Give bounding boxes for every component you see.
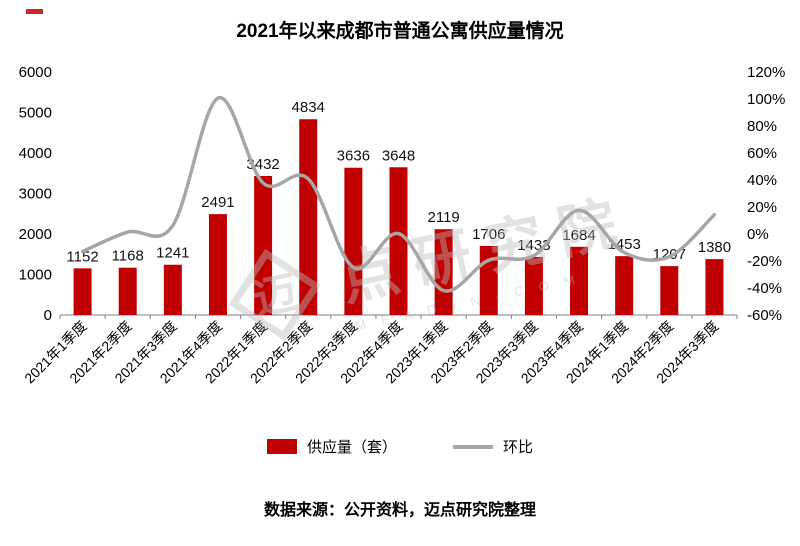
supply-bar [524, 256, 543, 315]
bar-value-label: 4834 [292, 99, 325, 116]
ring-ratio-line [80, 96, 717, 293]
bar-value-label: 2119 [428, 209, 460, 226]
left-axis-tick-label: 2000 [19, 226, 52, 243]
supply-bar [660, 266, 679, 315]
bar-value-label: 3648 [382, 147, 415, 164]
left-axis-tick-label: 3000 [19, 186, 52, 203]
right-axis-tick-label: 20% [747, 199, 777, 216]
supply-combo-chart: 0 1000 2000 3000 4000 5000 6000 -60% -40% -20% 0% 2… [19, 64, 786, 386]
legend-item-ring-ratio: 环比 [453, 436, 533, 457]
bar-value-label: 1706 [472, 226, 505, 243]
right-axis-tick-label: -40% [747, 280, 782, 297]
watermark-fragment-icon [26, 9, 43, 14]
supply-bar [299, 119, 318, 316]
supply-bar [163, 264, 182, 315]
legend-label-supply: 供应量（套） [306, 439, 397, 456]
right-axis-tick-label: 40% [747, 172, 777, 189]
watermark-diamond-icon [228, 248, 321, 341]
left-axis-tick-label: 5000 [19, 105, 52, 122]
left-axis-tick-label: 4000 [19, 145, 52, 162]
watermark-logo-char: 迈 [249, 268, 302, 325]
right-axis-tick-label: 120% [747, 64, 785, 81]
right-axis-tick-label: 60% [747, 145, 777, 162]
supply-bar [208, 214, 227, 315]
left-axis-tick-label: 1000 [19, 267, 52, 284]
bar-value-label: 1241 [156, 245, 189, 262]
bar-value-label: 1453 [607, 236, 640, 253]
right-axis-tick-label: 100% [747, 91, 785, 108]
supply-bar [344, 167, 363, 315]
bar-value-label: 2491 [201, 194, 234, 211]
bar-value-label: 1380 [698, 239, 731, 256]
supply-bar [73, 268, 92, 315]
supply-bar [570, 246, 589, 315]
supply-bar [118, 267, 137, 315]
legend-label-ring-ratio: 环比 [503, 439, 534, 456]
bar-value-label: 1152 [66, 248, 98, 265]
right-axis-tick-label: 80% [747, 118, 777, 135]
legend-item-supply: 供应量（套） [266, 436, 397, 457]
supply-bar [705, 259, 724, 315]
legend: 供应量（套） 环比 [0, 436, 800, 457]
left-axis-tick-label: 6000 [19, 64, 52, 81]
bar-series-swatch [266, 439, 297, 454]
supply-bar [434, 229, 453, 315]
data-source-note: 数据来源：公开资料，迈点研究院整理 [263, 502, 536, 519]
supply-bar [615, 256, 634, 315]
bar-value-label: 1168 [112, 248, 144, 265]
right-axis-tick-label: 0% [747, 226, 769, 243]
line-series-swatch [453, 444, 493, 449]
bar-value-label: 1684 [562, 227, 595, 244]
right-axis-tick-label: -20% [747, 253, 782, 270]
right-axis-tick-label: -60% [747, 307, 782, 324]
bar-value-label: 3636 [337, 148, 370, 165]
chart-title: 2021年以来成都市普通公寓供应量情况 [236, 21, 564, 42]
supply-bar [389, 167, 408, 315]
supply-bar [254, 176, 273, 315]
left-axis-tick-label: 0 [44, 307, 52, 324]
